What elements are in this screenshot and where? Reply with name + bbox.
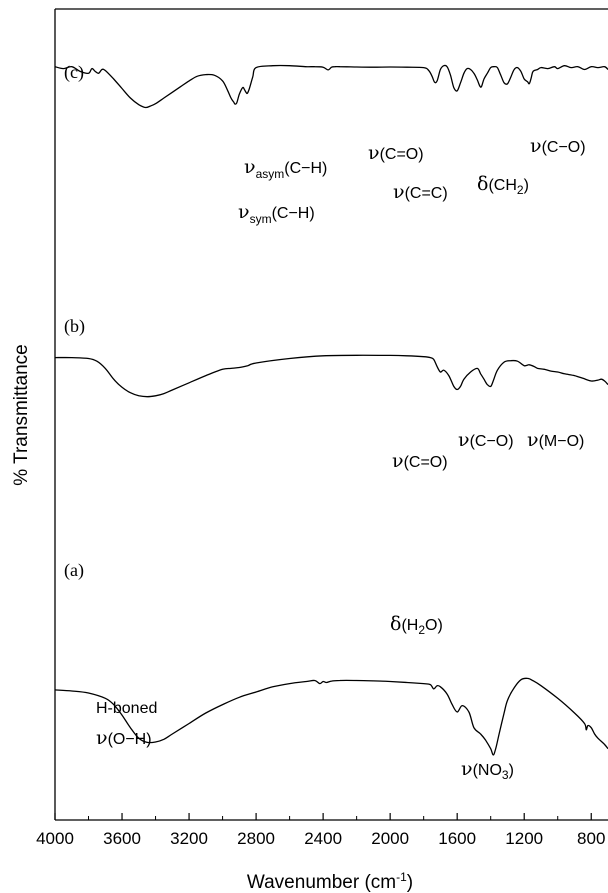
annotation-c-asym-symbol: ν [244,156,256,178]
annotation-h2o-pre: (H [401,617,418,634]
spectrum-line-c [54,64,608,109]
annotation-h2o-bend: δ(H2O) [390,613,443,637]
annotation-c-co-single-symbol: ν [530,135,542,157]
annotation-c-cc: ν(C=C) [393,181,448,203]
annotation-b-co-double-text: (C=O) [404,454,448,471]
x-axis-title: Wavenumber (cm-1) [247,870,413,893]
x-axis-title-close: ) [407,872,413,893]
y-axis-title: % Transmittance [11,344,32,486]
annotation-no3-post: ) [509,762,514,779]
x-tick-label-3200: 3200 [170,829,208,848]
x-tick-label-2400: 2400 [304,829,342,848]
annotation-no3-pre: (NO [473,762,502,779]
annotation-h2o-sub: 2 [418,623,425,637]
x-tick-label-2800: 2800 [237,829,275,848]
annotation-c-co-single: ν(C−O) [530,135,586,157]
annotation-c-co-double: ν(C=O) [368,142,424,164]
annotation-c-ch2-post: ) [524,177,529,194]
annotation-c-sym-text: (C−H) [272,205,315,222]
annotation-b-co-double-symbol: ν [392,450,404,472]
annotation-c-co-double-symbol: ν [368,142,380,164]
annotation-c-asym-text: (C−H) [284,160,327,177]
spectrum-line-b [54,354,608,398]
annotation-b-mo-symbol: ν [527,429,539,451]
x-tick-label-4000: 4000 [36,829,74,848]
spectrum-line-a [54,677,608,756]
annotation-oh-stretch: ν(O−H) [96,727,152,749]
annotation-c-ch2-symbol: δ [477,173,488,195]
annotation-b-mo: ν(M−O) [527,429,584,451]
x-axis-title-main: Wavenumber (cm [247,872,396,893]
x-tick-label-1600: 1600 [438,829,476,848]
axes-layer [54,8,608,821]
annotation-c-sym-symbol: ν [238,201,250,223]
annotation-oh-symbol: ν [96,727,108,749]
annotation-oh-text: (O−H) [108,731,152,748]
x-axis-title-sup: -1 [396,870,407,884]
annotations: H-boned ν(O−H) δ(H2O) ν(NO3) ν(C=O) ν(C−… [96,135,586,782]
annotation-c-cc-symbol: ν [393,181,405,203]
panel-label-a: (a) [64,560,84,581]
x-tick-label-800: 800 [577,829,605,848]
annotation-h-boned: H-boned [96,700,157,717]
annotation-no3-sub: 3 [502,768,509,782]
annotation-no3-symbol: ν [461,758,473,780]
panel-label-c: (c) [64,62,84,83]
ticks-layer: 4000 3600 3200 2800 2400 2000 1600 1200 800 [36,813,605,848]
annotation-b-mo-text: (M−O) [539,433,585,450]
annotation-b-co-double: ν(C=O) [392,450,448,472]
annotation-c-asym-sub: asym [256,167,285,181]
x-tick-label-3600: 3600 [103,829,141,848]
panel-label-b: (b) [64,316,85,337]
annotation-c-ch2-sub: 2 [517,183,524,197]
annotation-c-co-double-text: (C=O) [380,146,424,163]
annotation-c-sym-sub: sym [250,212,272,226]
annotation-no3: ν(NO3) [461,758,514,782]
series-layer [54,64,608,756]
annotation-c-co-single-text: (C−O) [542,139,586,156]
annotation-c-sym: νsym(C−H) [238,201,315,226]
annotation-b-co-single-text: (C−O) [470,433,514,450]
annotation-c-ch2: δ(CH2) [477,173,529,197]
x-tick-label-1200: 1200 [505,829,543,848]
annotation-c-asym: νasym(C−H) [244,156,327,181]
annotation-h2o-post: O) [425,617,443,634]
annotation-b-co-single-symbol: ν [458,429,470,451]
annotation-b-co-single: ν(C−O) [458,429,514,451]
annotation-c-ch2-pre: (CH [488,177,516,194]
x-tick-label-2000: 2000 [371,829,409,848]
panel-labels: (a) (b) (c) [64,62,85,581]
annotation-c-cc-text: (C=C) [405,185,448,202]
annotation-h2o-symbol: δ [390,613,401,635]
